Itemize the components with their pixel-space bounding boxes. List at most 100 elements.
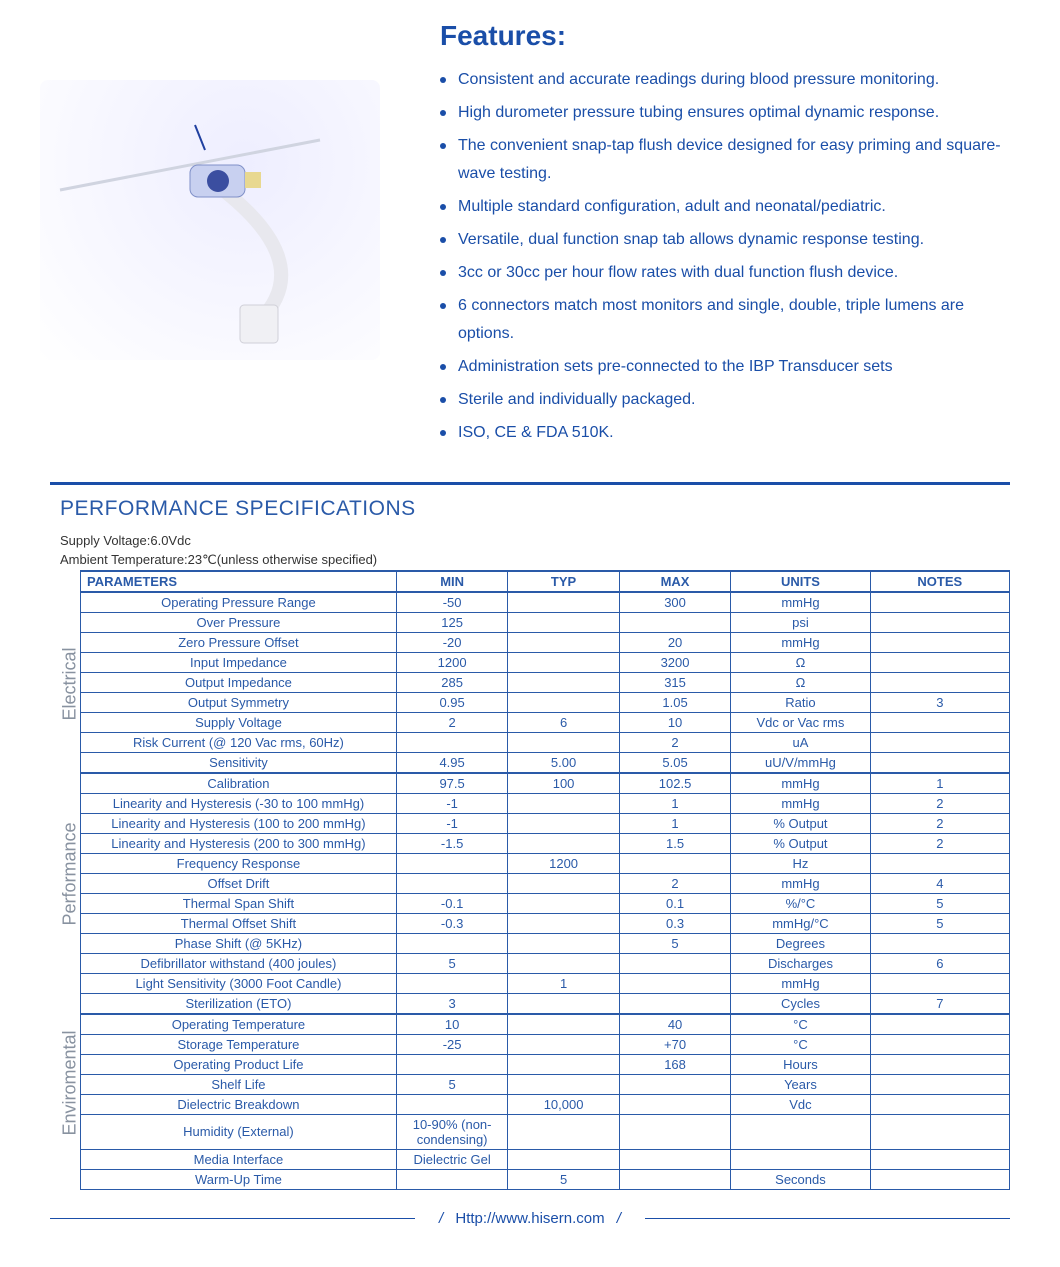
value-cell: mmHg (731, 632, 870, 652)
value-cell: -1 (396, 793, 507, 813)
param-cell: Output Impedance (81, 672, 397, 692)
table-row: Calibration97.5100102.5mmHg1 (81, 773, 1010, 794)
table-row: Warm-Up Time5Seconds (81, 1169, 1010, 1189)
param-cell: Output Symmetry (81, 692, 397, 712)
table-row: Supply Voltage2610Vdc or Vac rms (81, 712, 1010, 732)
value-cell (619, 973, 730, 993)
value-cell: 3 (396, 993, 507, 1014)
param-cell: Storage Temperature (81, 1034, 397, 1054)
value-cell: 97.5 (396, 773, 507, 794)
feature-item: Consistent and accurate readings during … (440, 66, 1020, 95)
value-cell (396, 1169, 507, 1189)
value-cell: 2 (619, 732, 730, 752)
table-row: Offset Drift2mmHg4 (81, 873, 1010, 893)
value-cell (870, 1054, 1009, 1074)
value-cell: 1200 (508, 853, 619, 873)
value-cell: Ω (731, 672, 870, 692)
table-row: Zero Pressure Offset-2020mmHg (81, 632, 1010, 652)
param-cell: Linearity and Hysteresis (200 to 300 mmH… (81, 833, 397, 853)
col-header: UNITS (731, 571, 870, 592)
value-cell (508, 632, 619, 652)
value-cell (619, 1074, 730, 1094)
param-cell: Thermal Offset Shift (81, 913, 397, 933)
table-row: Media InterfaceDielectric Gel (81, 1149, 1010, 1169)
value-cell: 0.3 (619, 913, 730, 933)
value-cell: 125 (396, 612, 507, 632)
value-cell: 5 (508, 1169, 619, 1189)
value-cell (508, 672, 619, 692)
param-cell: Sterilization (ETO) (81, 993, 397, 1014)
value-cell: -1.5 (396, 833, 507, 853)
value-cell: -1 (396, 813, 507, 833)
value-cell: 10,000 (508, 1094, 619, 1114)
feature-item: 3cc or 30cc per hour flow rates with dua… (440, 259, 1020, 288)
value-cell: 2 (870, 833, 1009, 853)
value-cell (870, 1094, 1009, 1114)
value-cell: 4 (870, 873, 1009, 893)
table-row: Thermal Span Shift-0.10.1%/°C5 (81, 893, 1010, 913)
value-cell: mmHg (731, 592, 870, 613)
value-cell (619, 1094, 730, 1114)
value-cell (870, 1149, 1009, 1169)
value-cell: 20 (619, 632, 730, 652)
ambient-temp-note: Ambient Temperature:23℃(unless otherwise… (50, 550, 1010, 570)
param-cell: Supply Voltage (81, 712, 397, 732)
value-cell: 4.95 (396, 752, 507, 773)
table-row: Output Symmetry0.951.05Ratio3 (81, 692, 1010, 712)
table-row: Thermal Offset Shift-0.30.3mmHg/°C5 (81, 913, 1010, 933)
value-cell: -20 (396, 632, 507, 652)
value-cell: °C (731, 1034, 870, 1054)
table-row: Operating Product Life168Hours (81, 1054, 1010, 1074)
param-cell: Sensitivity (81, 752, 397, 773)
value-cell: -50 (396, 592, 507, 613)
value-cell: mmHg (731, 873, 870, 893)
value-cell (508, 913, 619, 933)
value-cell (508, 592, 619, 613)
param-cell: Shelf Life (81, 1074, 397, 1094)
param-cell: Warm-Up Time (81, 1169, 397, 1189)
col-header: NOTES (870, 571, 1009, 592)
value-cell: 5.00 (508, 752, 619, 773)
value-cell: mmHg/°C (731, 913, 870, 933)
param-cell: Thermal Span Shift (81, 893, 397, 913)
value-cell: uU/V/mmHg (731, 752, 870, 773)
table-row: Linearity and Hysteresis (-30 to 100 mmH… (81, 793, 1010, 813)
section-label: Electrical (60, 620, 81, 720)
section-label: Performance (60, 825, 81, 925)
feature-item: High durometer pressure tubing ensures o… (440, 99, 1020, 128)
value-cell (396, 1054, 507, 1074)
value-cell (396, 732, 507, 752)
value-cell: 1 (508, 973, 619, 993)
col-header: MIN (396, 571, 507, 592)
footer-url: Http://www.hisern.com (455, 1210, 604, 1227)
value-cell: Discharges (731, 953, 870, 973)
value-cell: -0.1 (396, 893, 507, 913)
feature-item: Sterile and individually packaged. (440, 386, 1020, 415)
value-cell (508, 612, 619, 632)
value-cell (396, 853, 507, 873)
table-row: Phase Shift (@ 5KHz)5Degrees (81, 933, 1010, 953)
value-cell (508, 933, 619, 953)
slash-icon: / (439, 1210, 443, 1227)
features-list: Consistent and accurate readings during … (440, 66, 1020, 448)
value-cell: 1 (870, 773, 1009, 794)
value-cell (396, 1094, 507, 1114)
value-cell (508, 1054, 619, 1074)
product-image (40, 80, 380, 360)
value-cell: 1200 (396, 652, 507, 672)
value-cell (396, 873, 507, 893)
value-cell (508, 793, 619, 813)
value-cell (508, 1034, 619, 1054)
value-cell (619, 993, 730, 1014)
value-cell: 7 (870, 993, 1009, 1014)
value-cell: 2 (870, 793, 1009, 813)
table-row: Frequency Response1200Hz (81, 853, 1010, 873)
value-cell (870, 1074, 1009, 1094)
param-cell: Light Sensitivity (3000 Foot Candle) (81, 973, 397, 993)
value-cell (619, 612, 730, 632)
value-cell: % Output (731, 833, 870, 853)
value-cell (870, 652, 1009, 672)
value-cell (870, 933, 1009, 953)
value-cell: -25 (396, 1034, 507, 1054)
value-cell (508, 1074, 619, 1094)
